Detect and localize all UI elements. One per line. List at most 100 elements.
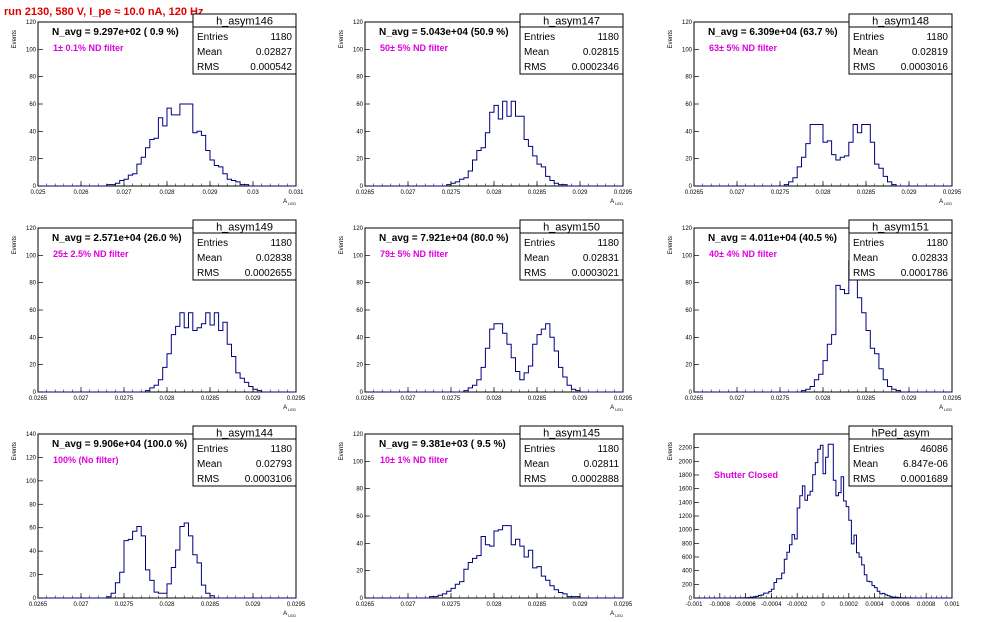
x-tick-label: 0.0285 xyxy=(201,396,220,402)
x-tick-label: 0.029 xyxy=(572,602,588,608)
x-tick-label: 0.0275 xyxy=(442,602,461,608)
x-tick-label: 0.028 xyxy=(815,190,831,196)
stats-box xyxy=(519,425,624,487)
x-tick-label: -0.0004 xyxy=(761,602,782,608)
filter-annotation: 50± 5% ND filter xyxy=(380,43,448,53)
y-tick-label: 400 xyxy=(682,569,693,575)
n-avg-annotation: N_avg = 9.381e+03 ( 9.5 %) xyxy=(379,439,506,450)
stats-value-entries: 46086 xyxy=(920,444,948,455)
x-tick-label: 0.029 xyxy=(572,396,588,402)
x-tick-label: -0.0002 xyxy=(787,602,808,608)
stats-label-mean: Mean xyxy=(853,47,878,58)
page-title: run 2130, 580 V, I_pe ≈ 10.0 nA, 120 Hz xyxy=(4,6,204,18)
hist-panel-h_asym147: 0.0265 0.027 0.0275 0.028 0.0285 0.029 0.0295 0… xyxy=(339,13,633,206)
y-tick-label: 100 xyxy=(682,47,693,53)
y-axis-label: Events xyxy=(668,236,674,254)
x-tick-label: 0.0265 xyxy=(29,602,48,608)
y-axis-label: Events xyxy=(12,30,18,48)
x-tick-label: 0.0285 xyxy=(528,602,547,608)
histogram-line xyxy=(38,522,296,599)
filter-annotation: 63± 5% ND filter xyxy=(709,43,777,53)
stats-title: hPed_asym xyxy=(871,428,929,440)
stats-title: h_asym148 xyxy=(872,16,929,28)
stats-value-rms: 0.0002346 xyxy=(572,62,620,73)
y-tick-label: 20 xyxy=(29,573,36,579)
stats-value-entries: 1180 xyxy=(270,32,292,43)
stats-title: h_asym150 xyxy=(543,222,600,234)
y-tick-label: 1200 xyxy=(679,514,693,520)
y-tick-label: 1000 xyxy=(679,528,693,534)
x-tick-label: 0.0265 xyxy=(356,602,375,608)
y-tick-label: 40 xyxy=(29,335,36,341)
stats-box xyxy=(192,219,297,281)
x-tick-label: 0.027 xyxy=(729,396,745,402)
y-tick-label: 200 xyxy=(682,582,693,588)
x-tick-label: 0.027 xyxy=(729,190,745,196)
y-tick-label: 0 xyxy=(33,390,37,396)
x-tick-label: 0.029 xyxy=(202,190,218,196)
filter-annotation: 79± 5% ND filter xyxy=(380,249,448,259)
y-tick-label: 60 xyxy=(685,308,692,314)
x-tick-label: 0.028 xyxy=(159,396,175,402)
y-tick-label: 60 xyxy=(685,102,692,108)
stats-label-rms: RMS xyxy=(197,62,220,73)
stats-label-mean: Mean xyxy=(853,253,878,264)
stats-value-mean: 0.02827 xyxy=(256,47,293,58)
stats-label-entries: Entries xyxy=(524,238,555,249)
x-tick-label: 0.029 xyxy=(572,190,588,196)
stats-title: h_asym146 xyxy=(216,16,273,28)
stats-value-rms: 0.0002655 xyxy=(245,268,293,279)
stats-label-entries: Entries xyxy=(524,444,555,455)
stats-title: h_asym149 xyxy=(216,222,273,234)
stats-label-entries: Entries xyxy=(524,32,555,43)
stats-value-entries: 1180 xyxy=(597,444,619,455)
x-tick-label: 0.029 xyxy=(901,396,917,402)
stats-label-entries: Entries xyxy=(853,444,884,455)
y-tick-label: 80 xyxy=(356,281,363,287)
x-tick-label: 0.031 xyxy=(288,190,304,196)
x-axis-label: A LED xyxy=(939,199,952,206)
stats-value-mean: 0.02793 xyxy=(256,459,293,470)
hist-panel-h_asym145: 0.0265 0.027 0.0275 0.028 0.0285 0.029 0.0295 0… xyxy=(339,425,633,618)
y-tick-label: 20 xyxy=(29,363,36,369)
stats-title: h_asym144 xyxy=(216,428,273,440)
stats-label-rms: RMS xyxy=(853,474,876,485)
x-axis-label: A LED xyxy=(610,611,623,618)
x-tick-label: 0.027 xyxy=(400,190,416,196)
x-tick-label: 0.0008 xyxy=(917,602,936,608)
stats-value-rms: 0.0003016 xyxy=(901,62,949,73)
y-tick-label: 80 xyxy=(685,281,692,287)
y-tick-label: 60 xyxy=(356,514,363,520)
y-axis-label: Events xyxy=(668,442,674,460)
y-tick-label: 40 xyxy=(29,549,36,555)
stats-value-rms: 0.0003106 xyxy=(245,474,293,485)
stats-label-mean: Mean xyxy=(197,459,222,470)
x-axis-label: A LED xyxy=(283,611,296,618)
stats-box xyxy=(848,219,953,281)
y-axis-label: Events xyxy=(339,236,345,254)
stats-title: h_asym147 xyxy=(543,16,600,28)
hist-panel-h_asym146: 0.025 0.026 0.027 0.028 0.029 0.03 0.031 0 20 40 6… xyxy=(12,13,304,206)
y-tick-label: 80 xyxy=(29,281,36,287)
y-tick-label: 0 xyxy=(689,390,693,396)
stats-value-rms: 0.000542 xyxy=(250,62,292,73)
x-tick-label: 0.0275 xyxy=(115,602,134,608)
y-tick-label: 20 xyxy=(356,363,363,369)
x-tick-label: 0.0285 xyxy=(201,602,220,608)
stats-box xyxy=(519,13,624,75)
stats-value-mean: 0.02815 xyxy=(583,47,620,58)
x-tick-label: -0.0006 xyxy=(735,602,756,608)
y-tick-label: 60 xyxy=(356,308,363,314)
y-tick-label: 140 xyxy=(26,432,37,438)
stats-value-mean: 6.847e-06 xyxy=(903,459,948,470)
y-tick-label: 0 xyxy=(689,596,693,602)
stats-label-mean: Mean xyxy=(524,47,549,58)
stats-value-mean: 0.02811 xyxy=(584,459,620,470)
hist-panel-h_asym144: 0.0265 0.027 0.0275 0.028 0.0285 0.029 0.0295 0… xyxy=(12,425,306,618)
x-tick-label: 0.0275 xyxy=(771,190,790,196)
n-avg-annotation: N_avg = 2.571e+04 (26.0 %) xyxy=(52,233,182,244)
y-tick-label: 2200 xyxy=(679,446,693,452)
stats-value-entries: 1180 xyxy=(597,32,619,43)
stats-label-mean: Mean xyxy=(197,253,222,264)
y-tick-label: 100 xyxy=(353,253,364,259)
